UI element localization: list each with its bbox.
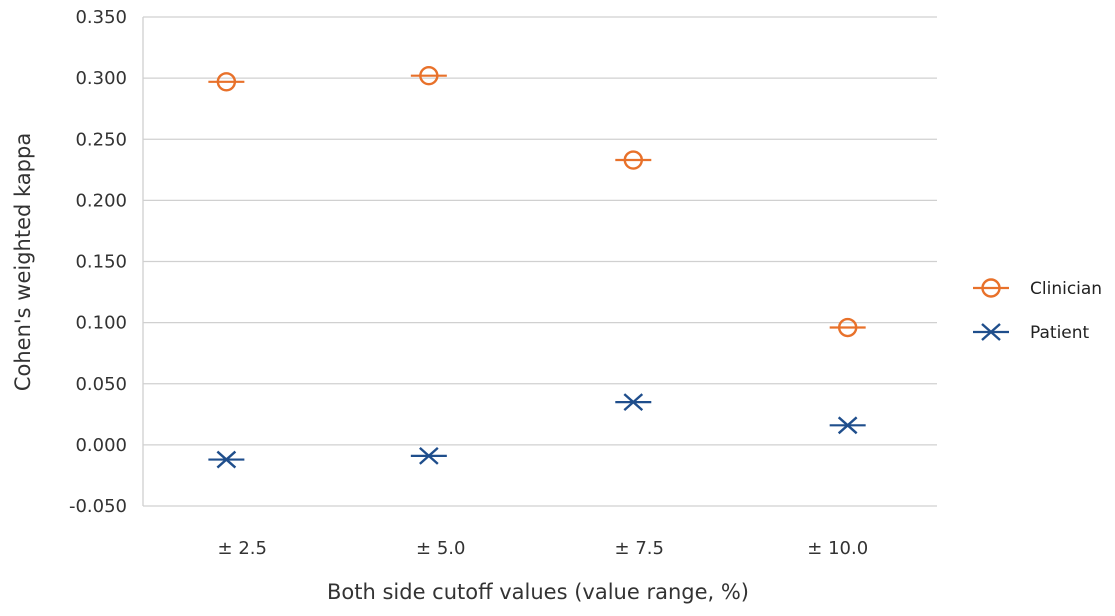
y-tick-label: 0.000 [75, 435, 127, 456]
legend-item-clinician: Clinician [973, 278, 1102, 299]
series-patient [208, 393, 866, 469]
y-tick-label: -0.050 [69, 496, 127, 517]
legend-patient-marker [973, 323, 1009, 341]
clinician-point [208, 72, 245, 92]
y-tick-label: 0.250 [75, 129, 127, 150]
data-series [208, 65, 866, 469]
clinician-point [410, 65, 447, 86]
y-axis-ticks: 0.350 0.300 0.250 0.200 0.150 0.100 0.050 0.000… [69, 7, 127, 517]
gridlines [142, 16, 937, 507]
legend-clinician-marker [973, 278, 1009, 298]
clinician-point [615, 150, 652, 170]
legend-clinician-label: Clinician [1030, 279, 1102, 299]
legend: Clinician Patient [973, 278, 1102, 343]
y-axis-title: Cohen's weighted kappa [11, 133, 35, 391]
y-tick-label: 0.150 [75, 252, 127, 273]
patient-point [829, 416, 866, 435]
y-tick-label: 0.200 [75, 190, 127, 211]
x-axis-ticks: ± 2.5 ± 5.0 ± 7.5 ± 10.0 [218, 538, 869, 559]
y-tick-label: 0.050 [75, 374, 127, 395]
x-tick-label: ± 5.0 [416, 538, 465, 559]
clinician-point [829, 317, 866, 338]
legend-patient-label: Patient [1030, 323, 1090, 343]
patient-point [615, 393, 652, 411]
x-tick-label: ± 10.0 [807, 538, 868, 559]
x-tick-label: ± 2.5 [218, 538, 267, 559]
patient-point [208, 450, 245, 469]
y-tick-label: 0.300 [75, 68, 127, 89]
x-tick-label: ± 7.5 [615, 538, 664, 559]
legend-item-patient: Patient [973, 323, 1090, 343]
y-tick-label: 0.350 [75, 7, 127, 28]
x-axis-title: Both side cutoff values (value range, %) [327, 580, 749, 604]
patient-point [410, 446, 447, 465]
series-clinician [208, 65, 866, 338]
y-tick-label: 0.100 [75, 313, 127, 334]
